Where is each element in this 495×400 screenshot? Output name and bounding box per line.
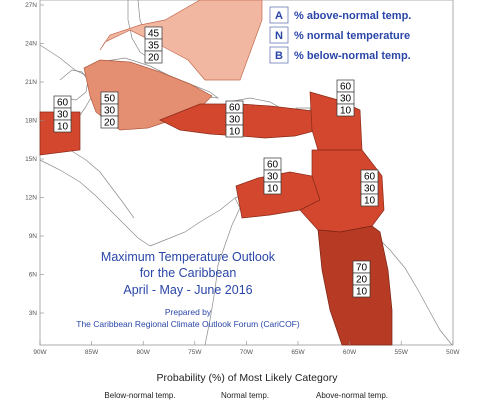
longitude-ticks: 90W 85W 80W 75W 70W 65W 60W 55W 50W	[33, 341, 460, 356]
prob-below: 20	[104, 118, 116, 129]
prob-normal: 30	[104, 106, 116, 117]
prob-normal: 35	[148, 41, 160, 52]
prepared-by: Prepared by	[165, 307, 212, 317]
category-above: Above-normal temp.	[316, 391, 388, 400]
central-america-outline-2	[69, 149, 135, 219]
lat-label: 15N	[25, 156, 37, 163]
florida-outline	[127, 0, 149, 57]
prob-cell-bg	[144, 50, 163, 64]
bottom-title: Probability (%) of Most Likely Category	[157, 372, 339, 384]
lat-label: 9N	[29, 233, 38, 240]
lon-label: 75W	[188, 349, 202, 356]
lat-label: 3N	[29, 310, 38, 317]
lat-label: 6N	[29, 272, 38, 279]
map-title: Maximum Temperature Outlook for the Cari…	[76, 250, 300, 329]
prob-cell-bg	[360, 193, 379, 207]
prob-above: 70	[356, 263, 368, 274]
legend-key-b: B	[275, 50, 283, 62]
lon-label: 85W	[85, 349, 99, 356]
prob-cell-bg	[263, 181, 282, 195]
legend-text-n: % normal temperature	[294, 30, 410, 42]
prob-normal: 30	[57, 110, 69, 121]
lon-label: 65W	[291, 349, 305, 356]
lat-label: 12N	[25, 195, 37, 202]
prob-normal: 30	[340, 94, 352, 105]
legend-key-b-box	[269, 46, 289, 64]
legend-key-n: N	[275, 30, 283, 42]
prob-cell-bg	[336, 103, 355, 117]
prob-below: 10	[57, 122, 69, 133]
lon-label: 55W	[395, 349, 409, 356]
lon-label: 60W	[343, 349, 357, 356]
latitude-ticks: 27N 24N 21N 18N 15N 12N 9N 6N 3N	[25, 2, 44, 317]
category-normal: Normal temp.	[221, 391, 269, 400]
legend-key-a-box	[269, 6, 289, 24]
title-line-2: for the Caribbean	[140, 266, 237, 280]
lon-label: 90W	[33, 349, 47, 356]
prob-below: 10	[267, 184, 279, 195]
prob-below: 10	[356, 287, 368, 298]
lon-label: 50W	[446, 349, 460, 356]
lat-label: 21N	[25, 79, 37, 86]
lon-label: 80W	[137, 349, 151, 356]
prob-above: 45	[148, 29, 160, 40]
prob-cell-bg	[100, 115, 119, 129]
category-below: Below-normal temp.	[104, 391, 175, 400]
prob-cell-bg	[53, 119, 72, 133]
prob-above: 60	[340, 82, 352, 93]
lat-label: 27N	[25, 2, 37, 9]
legend: A % above-normal temp. N % normal temper…	[269, 6, 411, 64]
prob-below: 10	[340, 106, 352, 117]
title-line-3: April - May - June 2016	[123, 283, 252, 297]
prob-above: 60	[229, 103, 241, 114]
legend-key-n-box	[269, 26, 289, 44]
guianas-outline	[371, 231, 453, 346]
prob-below: 10	[364, 196, 376, 207]
prob-above: 60	[267, 160, 279, 171]
central-america-outline	[39, 159, 151, 247]
lat-label: 24N	[25, 41, 37, 48]
prob-above: 50	[104, 94, 116, 105]
prob-normal: 30	[364, 184, 376, 195]
organization: The Caribbean Regional Climate Outlook F…	[76, 319, 300, 329]
prob-below: 10	[229, 127, 241, 138]
probability-boxes: 4535205030206030106030106030106030106030…	[53, 26, 379, 298]
zones	[39, 0, 393, 346]
title-line-1: Maximum Temperature Outlook	[101, 250, 276, 264]
legend-text-b: % below-normal temp.	[294, 50, 411, 62]
prob-above: 60	[364, 172, 376, 183]
prob-normal: 30	[229, 115, 241, 126]
prob-above: 60	[57, 98, 69, 109]
lon-label: 70W	[240, 349, 254, 356]
prob-below: 20	[148, 53, 160, 64]
lat-label: 18N	[25, 118, 37, 125]
prob-normal: 30	[267, 172, 279, 183]
legend-text-a: % above-normal temp.	[294, 10, 411, 22]
prob-cell-bg	[225, 124, 244, 138]
prob-normal: 20	[356, 275, 368, 286]
prob-cell-bg	[352, 284, 371, 298]
legend-key-a: A	[275, 10, 283, 22]
